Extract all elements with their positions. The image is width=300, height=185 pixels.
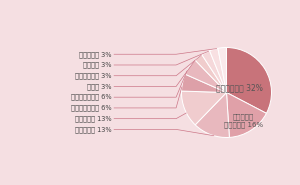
Text: 運輸業 3%: 運輸業 3% (87, 83, 112, 90)
Wedge shape (210, 48, 226, 92)
Wedge shape (202, 51, 226, 92)
Text: 宿泊・飲食業 3%: 宿泊・飲食業 3% (75, 72, 112, 79)
Wedge shape (182, 74, 226, 92)
Wedge shape (226, 92, 266, 137)
Wedge shape (185, 60, 226, 92)
Wedge shape (226, 48, 272, 113)
Text: 学校教育・
その他教育 16%: 学校教育・ その他教育 16% (224, 113, 263, 127)
Wedge shape (195, 92, 230, 137)
Text: サービス業 13%: サービス業 13% (75, 126, 112, 133)
Wedge shape (195, 55, 226, 92)
Text: 卸売・小売業 32%: 卸売・小売業 32% (216, 83, 262, 92)
Text: 不動産業 3%: 不動産業 3% (83, 62, 112, 68)
Text: 金融業・保険業 6%: 金融業・保険業 6% (71, 105, 112, 111)
Text: 情報通信業 13%: 情報通信業 13% (75, 115, 112, 122)
Text: 地方公務員 3%: 地方公務員 3% (79, 51, 112, 58)
Wedge shape (182, 91, 226, 125)
Text: 医療・社会福祉 6%: 医療・社会福祉 6% (71, 94, 112, 100)
Wedge shape (218, 48, 226, 92)
